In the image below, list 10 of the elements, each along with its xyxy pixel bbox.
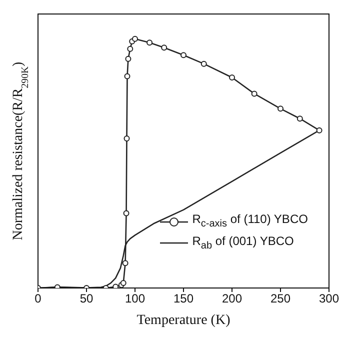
x-tick-label: 0 bbox=[34, 292, 42, 306]
x-tick-label: 200 bbox=[222, 292, 242, 306]
x-tick-label: 50 bbox=[80, 292, 94, 306]
x-tick-label: 300 bbox=[318, 292, 340, 306]
x-tick-label: 150 bbox=[173, 292, 194, 306]
x-tick-label: 250 bbox=[270, 292, 291, 306]
legend-label: R$_{c-axis}$ of (110) YBCO bbox=[192, 211, 308, 232]
legend-label: R$_{ab}$ of (001) YBCO bbox=[192, 232, 294, 254]
x-tick-label: 100 bbox=[124, 292, 146, 306]
x-axis-title: Temperature (K) bbox=[136, 312, 231, 328]
